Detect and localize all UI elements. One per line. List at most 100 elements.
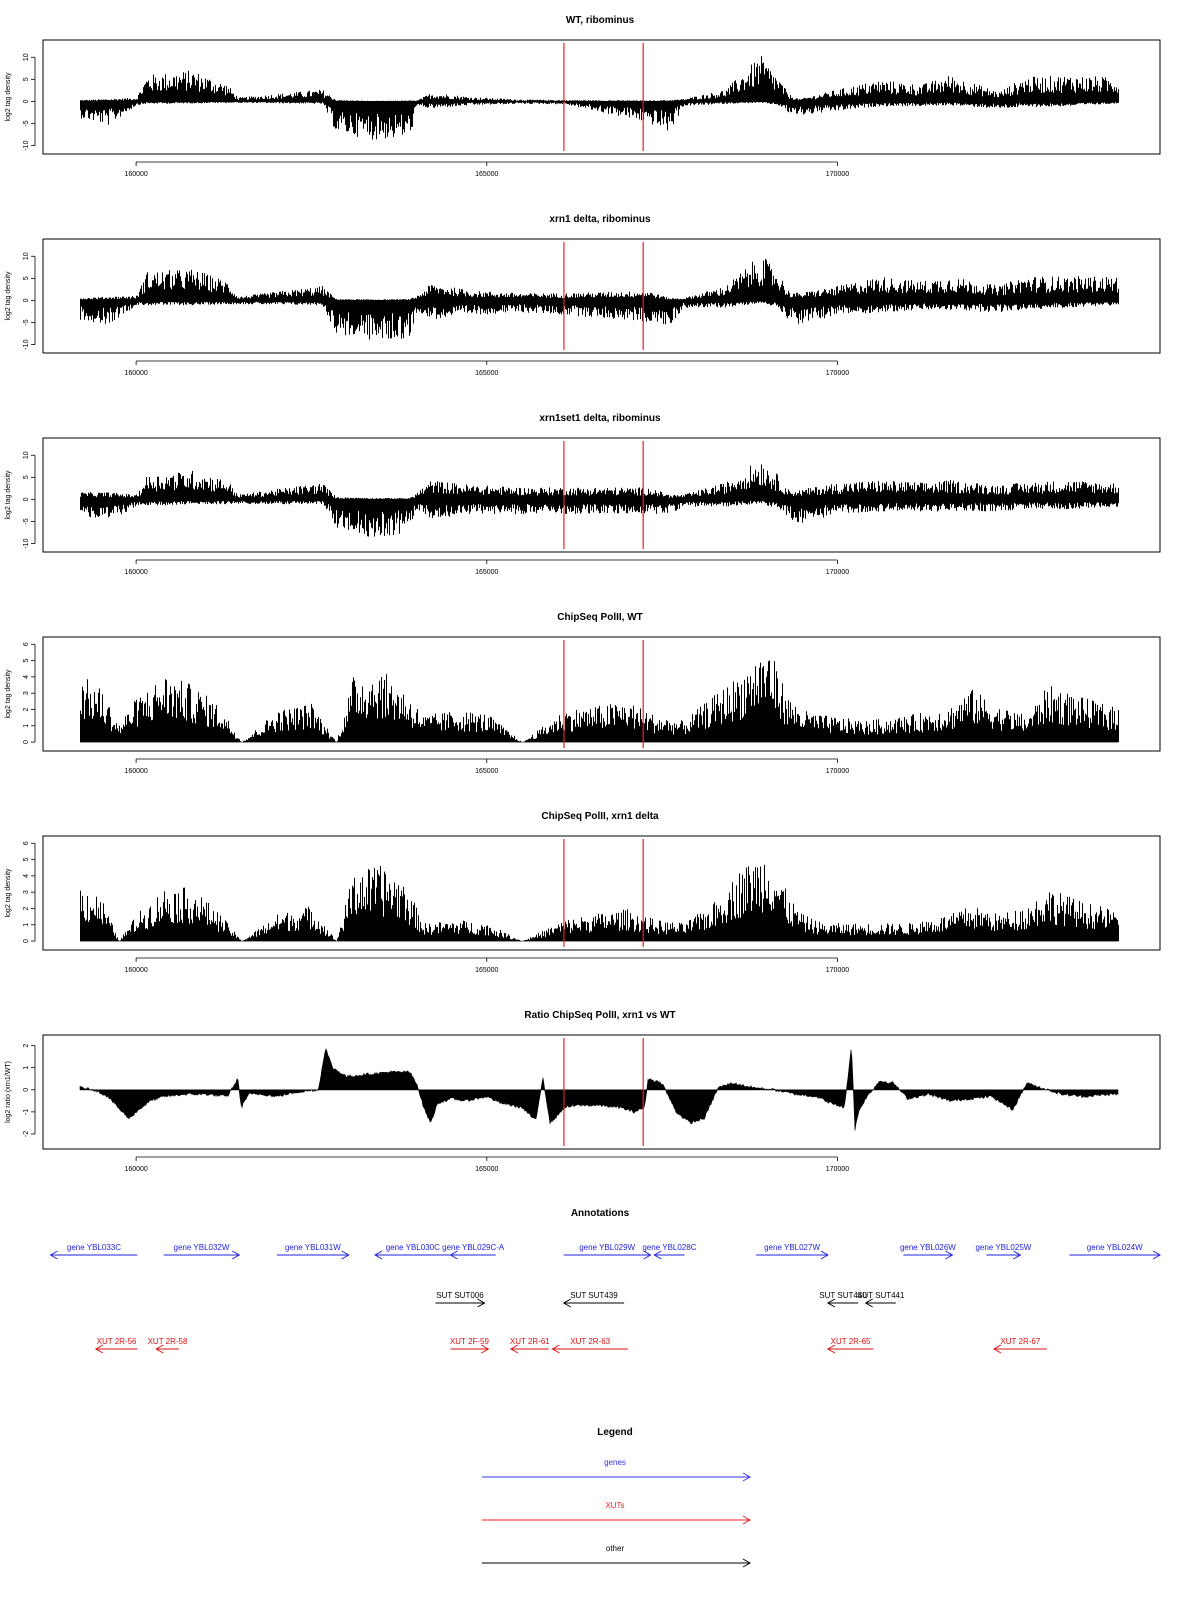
y-tick-label: 2 xyxy=(23,707,30,711)
panel-title: Ratio ChipSeq PolII, xrn1 vs WT xyxy=(524,1010,675,1021)
signal-bars xyxy=(80,660,1119,743)
y-tick-label: 5 xyxy=(23,276,30,280)
legend-arrow-head xyxy=(742,1472,752,1482)
annotation-label: gene YBL025W xyxy=(975,1243,1031,1252)
y-tick-label: -2 xyxy=(23,1131,30,1137)
annotation-arrow-head xyxy=(864,1298,873,1308)
y-tick-label: 0 xyxy=(23,1088,30,1092)
x-tick-label: 170000 xyxy=(826,768,849,775)
signal-bars xyxy=(80,464,1119,537)
legend-title: Legend xyxy=(597,1427,633,1438)
y-axis-label: log2 tag density xyxy=(5,470,12,520)
x-tick-label: 165000 xyxy=(475,768,498,775)
y-tick-label: 4 xyxy=(23,675,30,679)
y-axis-label: log2 tag density xyxy=(5,669,12,719)
annotation-label: XUT 2R-67 xyxy=(1000,1337,1040,1346)
annotation-label: gene YBL024W xyxy=(1087,1243,1143,1252)
x-tick-label: 170000 xyxy=(826,370,849,377)
y-tick-label: 5 xyxy=(23,858,30,862)
y-tick-label: 0 xyxy=(23,497,30,501)
y-axis-label: log2 ratio (xrn1/WT) xyxy=(5,1061,12,1123)
y-tick-label: -5 xyxy=(23,518,30,524)
x-tick-label: 170000 xyxy=(826,569,849,576)
y-tick-label: 4 xyxy=(23,874,30,878)
y-tick-label: -10 xyxy=(23,538,30,548)
annotation-label: gene YBL029C-A xyxy=(442,1243,505,1252)
annotation-arrow-head xyxy=(562,1298,572,1308)
annotation-label: SUT SUT006 xyxy=(436,1291,484,1300)
panel-title: xrn1 delta, ribominus xyxy=(549,214,651,225)
x-tick-label: 160000 xyxy=(124,967,147,974)
y-tick-label: 5 xyxy=(23,475,30,479)
annotation-arrow-head xyxy=(231,1250,241,1260)
y-tick-label: 5 xyxy=(23,659,30,663)
y-tick-label: 2 xyxy=(23,906,30,910)
annotation-arrow-head xyxy=(94,1344,104,1354)
y-tick-label: -5 xyxy=(23,120,30,126)
y-tick-label: 2 xyxy=(23,1044,30,1048)
annotation-arrow-head xyxy=(374,1250,383,1260)
annotation-arrow-head xyxy=(155,1344,164,1354)
legend-label: other xyxy=(606,1544,625,1553)
panel-frame xyxy=(42,437,1161,553)
signal-bars xyxy=(80,258,1119,340)
x-tick-label: 165000 xyxy=(475,171,498,178)
annotation-arrow-head xyxy=(992,1344,1002,1354)
annotation-arrow-head xyxy=(449,1250,458,1260)
y-tick-label: -10 xyxy=(23,339,30,349)
annotation-arrow-head xyxy=(341,1250,350,1260)
y-tick-label: 10 xyxy=(23,451,30,459)
annotation-label: XUT 2R-58 xyxy=(148,1337,188,1346)
x-tick-label: 170000 xyxy=(826,967,849,974)
annotation-arrow-head xyxy=(945,1250,954,1260)
y-tick-label: 1 xyxy=(23,724,30,728)
y-tick-label: 3 xyxy=(23,890,30,894)
panel-frame xyxy=(42,1034,1161,1150)
ratio-area xyxy=(79,1048,1119,1131)
x-tick-label: 160000 xyxy=(124,171,147,178)
annotation-arrow-head xyxy=(820,1250,829,1260)
x-tick-label: 165000 xyxy=(475,1166,498,1173)
annotation-label: gene YBL032W xyxy=(174,1243,230,1252)
x-tick-label: 170000 xyxy=(826,1166,849,1173)
annotation-arrow-head xyxy=(49,1250,58,1260)
panel-frame xyxy=(42,238,1161,354)
y-tick-label: 1 xyxy=(23,1066,30,1070)
y-tick-label: 0 xyxy=(23,740,30,744)
annotation-label: gene YBL029W xyxy=(579,1243,635,1252)
panel-title: ChipSeq PolII, WT xyxy=(557,612,643,623)
legend-label: XUTs xyxy=(605,1501,624,1510)
annotation-arrow-head xyxy=(481,1344,490,1354)
legend-arrow-head xyxy=(742,1558,752,1568)
annotation-label: gene YBL030C xyxy=(386,1243,440,1252)
annotation-label: SUT SUT441 xyxy=(857,1291,905,1300)
annotation-arrow-head xyxy=(643,1250,652,1260)
annotation-label: XUT 2R-61 xyxy=(510,1337,550,1346)
legend-label: genes xyxy=(604,1458,626,1467)
y-tick-label: 6 xyxy=(23,642,30,646)
y-tick-label: 0 xyxy=(23,939,30,943)
annotation-arrow-head xyxy=(826,1298,836,1308)
panel-frame xyxy=(42,636,1161,752)
x-tick-label: 160000 xyxy=(124,370,147,377)
panel-frame xyxy=(42,835,1161,951)
y-tick-label: -10 xyxy=(23,140,30,150)
y-axis-label: log2 tag density xyxy=(5,868,12,918)
y-tick-label: 0 xyxy=(23,99,30,103)
signal-bars xyxy=(80,56,1119,140)
panel-title: WT, ribominus xyxy=(566,15,635,26)
y-tick-label: 10 xyxy=(23,252,30,260)
x-tick-label: 160000 xyxy=(124,1166,147,1173)
annotation-label: XUT 2R-65 xyxy=(831,1337,871,1346)
panel-title: ChipSeq PolII, xrn1 delta xyxy=(541,811,659,822)
signal-bars xyxy=(80,864,1119,942)
annotation-label: gene YBL027W xyxy=(764,1243,820,1252)
y-tick-label: 0 xyxy=(23,298,30,302)
y-axis-label: log2 tag density xyxy=(5,271,12,321)
annotation-arrow-head xyxy=(477,1298,486,1308)
annotation-label: XUT 2R-56 xyxy=(97,1337,137,1346)
y-tick-label: -1 xyxy=(23,1109,30,1115)
y-tick-label: 1 xyxy=(23,923,30,927)
x-tick-label: 160000 xyxy=(124,768,147,775)
